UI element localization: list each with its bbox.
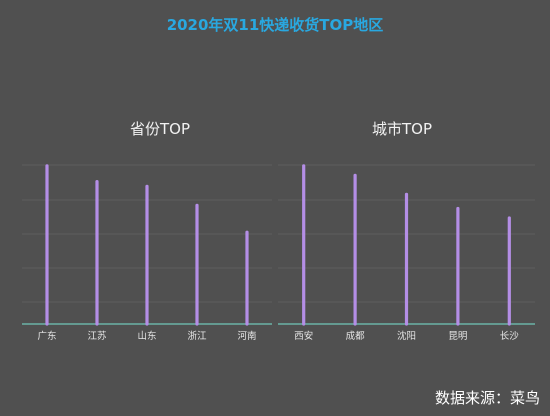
chart-title-city: 城市TOP [371,120,432,138]
tick-label-city-1: 成都 [346,330,366,342]
chart-title-province: 省份TOP [129,120,190,138]
tick-label-city-4: 长沙 [500,330,520,342]
tick-label-province-0: 广东 [37,330,56,342]
tick-label-city-2: 沈阳 [397,330,416,342]
tick-label-province-3: 浙江 [187,330,207,342]
tick-label-province-2: 山东 [137,330,156,342]
data-source-label: 数据来源：菜鸟 [434,389,540,407]
tick-label-city-3: 昆明 [448,331,467,342]
main-title: 2020年双11快递收货TOP地区 [166,16,384,34]
tick-label-province-1: 江苏 [87,330,107,342]
tick-label-city-0: 西安 [294,330,313,342]
tick-label-province-4: 河南 [237,330,256,342]
